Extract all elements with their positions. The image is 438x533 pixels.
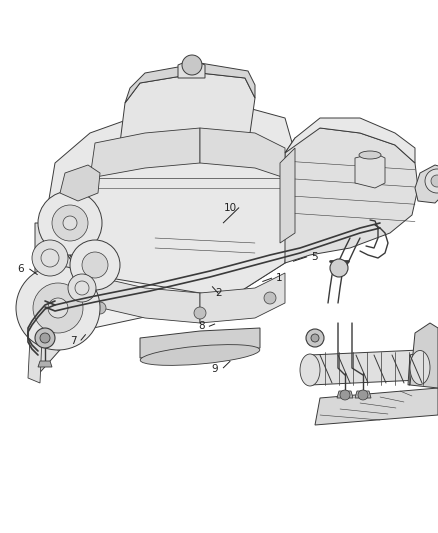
- Polygon shape: [285, 118, 415, 163]
- Circle shape: [52, 205, 88, 241]
- Circle shape: [264, 292, 276, 304]
- Circle shape: [68, 274, 96, 302]
- Circle shape: [41, 249, 59, 267]
- Ellipse shape: [410, 351, 430, 384]
- Circle shape: [194, 307, 206, 319]
- Text: 6: 6: [17, 264, 24, 274]
- Circle shape: [38, 191, 102, 255]
- Circle shape: [306, 329, 324, 347]
- Text: 5: 5: [311, 252, 318, 262]
- Polygon shape: [285, 128, 418, 263]
- Circle shape: [431, 175, 438, 187]
- Circle shape: [70, 240, 120, 290]
- Circle shape: [16, 266, 100, 350]
- Circle shape: [82, 252, 108, 278]
- Polygon shape: [125, 63, 255, 103]
- Circle shape: [48, 298, 68, 318]
- Polygon shape: [415, 165, 438, 203]
- Text: 8: 8: [198, 321, 205, 331]
- Text: 1: 1: [276, 273, 283, 283]
- Polygon shape: [140, 328, 260, 358]
- Polygon shape: [45, 103, 295, 298]
- Circle shape: [358, 390, 368, 400]
- Polygon shape: [200, 273, 285, 323]
- Circle shape: [75, 281, 89, 295]
- Circle shape: [94, 302, 106, 314]
- Ellipse shape: [300, 354, 320, 386]
- Polygon shape: [28, 338, 42, 383]
- Polygon shape: [310, 350, 420, 385]
- Polygon shape: [410, 323, 438, 388]
- Text: 9: 9: [211, 364, 218, 374]
- Text: 7: 7: [70, 336, 77, 346]
- Polygon shape: [355, 391, 371, 398]
- Polygon shape: [90, 128, 200, 178]
- Circle shape: [182, 55, 202, 75]
- Ellipse shape: [140, 345, 260, 366]
- Circle shape: [32, 240, 68, 276]
- Circle shape: [340, 390, 350, 400]
- Polygon shape: [315, 388, 438, 425]
- Circle shape: [35, 328, 55, 348]
- Circle shape: [63, 216, 77, 230]
- Polygon shape: [38, 361, 52, 367]
- Ellipse shape: [359, 151, 381, 159]
- Text: 10: 10: [223, 203, 237, 213]
- Polygon shape: [120, 73, 255, 143]
- Polygon shape: [178, 59, 205, 78]
- Polygon shape: [280, 148, 295, 243]
- Polygon shape: [35, 223, 80, 378]
- Circle shape: [40, 333, 50, 343]
- Polygon shape: [337, 391, 353, 398]
- Polygon shape: [355, 153, 385, 188]
- Circle shape: [33, 283, 83, 333]
- Circle shape: [311, 334, 319, 342]
- Polygon shape: [60, 165, 100, 201]
- Polygon shape: [35, 138, 295, 378]
- Polygon shape: [408, 348, 438, 385]
- Circle shape: [425, 169, 438, 193]
- Text: 2: 2: [215, 288, 222, 298]
- Polygon shape: [200, 128, 285, 178]
- Circle shape: [330, 259, 348, 277]
- Polygon shape: [80, 273, 200, 323]
